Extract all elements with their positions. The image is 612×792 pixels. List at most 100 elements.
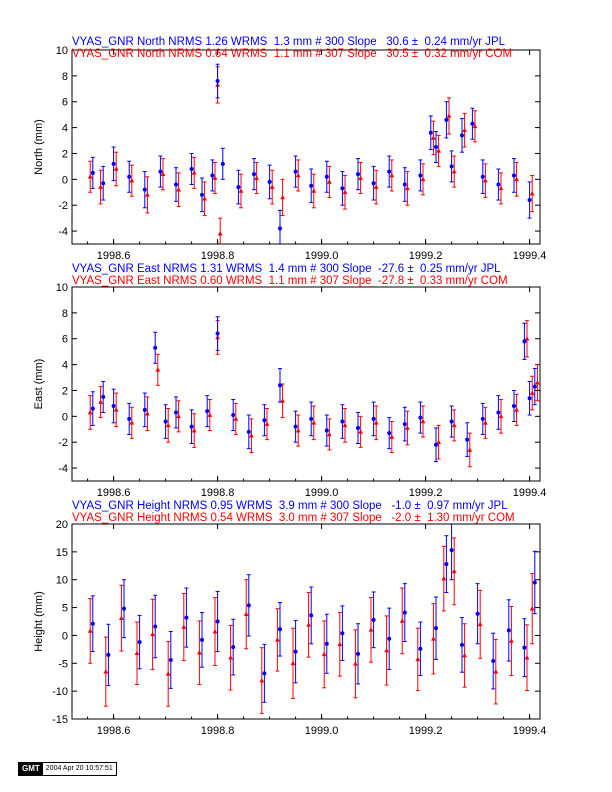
height-data-point (306, 622, 311, 627)
north-data-point (460, 133, 464, 138)
north-data-point (527, 198, 532, 203)
north-data-point (444, 117, 449, 122)
height-data-point (275, 637, 280, 642)
north-data-point (189, 166, 194, 171)
east-data-point (480, 416, 485, 421)
east-jpl-header: VYAS_GNR East NRMS 1.31 WRMS 1.4 mm # 30… (72, 263, 501, 275)
north-data-point (418, 173, 423, 178)
east-data-point (191, 427, 197, 433)
north-data-point (111, 161, 116, 166)
north-x-tick-label: 1998.8 (201, 250, 235, 262)
height-data-point (415, 656, 421, 662)
height-data-point (262, 671, 267, 676)
east-y-tick-label: 8 (62, 308, 68, 320)
east-x-tick-label: 1998.8 (201, 487, 235, 499)
height-data-point (215, 619, 220, 624)
east-data-point (387, 431, 392, 436)
east-data-point (153, 345, 158, 350)
north-y-tick-label: 2 (62, 148, 68, 160)
height-y-axis-label: Height (mm) (33, 591, 45, 652)
east-data-point (163, 419, 168, 424)
height-data-point (462, 652, 467, 658)
north-data-point (389, 172, 395, 178)
height-data-point (103, 669, 109, 674)
east-data-point (420, 418, 426, 424)
east-data-point (535, 380, 540, 385)
gmt-logo: GMT (19, 763, 43, 775)
north-data-point (483, 178, 488, 183)
north-data-point (472, 123, 478, 129)
east-x-tick-label: 1999.2 (409, 487, 443, 499)
north-data-point (280, 194, 285, 200)
north-jpl-header: VYAS_GNR North NRMS 1.26 WRMS 1.3 mm # 3… (72, 36, 506, 48)
east-data-point (295, 427, 301, 433)
height-data-point (532, 580, 537, 585)
east-data-point (449, 419, 454, 424)
height-data-point (87, 628, 93, 633)
east-data-point (233, 416, 239, 421)
height-x-tick-label: 1998.6 (97, 725, 131, 737)
panel-east: 1998.6 1998.8 1999.0 1999.2 1999.4 -4 -2 0 2 4 6 8 1… (33, 282, 546, 499)
height-data-point (368, 627, 374, 632)
height-data-point (418, 646, 423, 651)
height-data-point (278, 627, 282, 632)
height-data-point (165, 671, 171, 676)
height-data-point (493, 669, 499, 674)
east-data-point (309, 416, 314, 421)
east-data-point (402, 422, 407, 427)
north-data-point (278, 226, 282, 231)
height-data-point (212, 628, 218, 634)
north-y-tick-label: 8 (62, 71, 68, 83)
north-data-point (158, 169, 163, 174)
north-data-point (373, 184, 379, 189)
height-data-point (529, 606, 535, 611)
east-data-point (498, 413, 504, 419)
east-data-point (496, 410, 501, 415)
north-data-point (238, 188, 244, 193)
east-data-layer (87, 316, 540, 468)
height-data-point (371, 617, 376, 622)
height-data-point (293, 649, 298, 654)
north-data-point (342, 189, 348, 195)
east-data-point (532, 384, 537, 389)
height-data-point (387, 636, 392, 641)
north-x-tick-label: 1999.0 (305, 250, 339, 262)
height-data-point (197, 650, 202, 655)
north-data-point (431, 135, 436, 140)
height-data-point (356, 651, 360, 656)
east-y-tick-label: -4 (58, 463, 68, 475)
east-data-point (205, 409, 210, 414)
east-data-point (451, 422, 457, 428)
north-data-point (267, 179, 272, 184)
north-data-point (402, 182, 407, 187)
height-data-point (153, 624, 158, 629)
east-data-point (522, 339, 527, 344)
north-data-point (191, 170, 197, 175)
height-data-point (150, 631, 155, 637)
height-y-tick-label: 10 (56, 575, 68, 587)
north-y-tick-label: 4 (62, 123, 68, 135)
north-data-point (215, 79, 220, 84)
north-data-point (295, 172, 301, 178)
north-data-point (254, 175, 259, 180)
north-y-tick-label: 10 (56, 45, 68, 57)
height-data-point (243, 611, 249, 617)
east-data-point (524, 336, 530, 341)
east-plot-frame (71, 286, 541, 482)
plot-timestamp: 2004 Apr 20 10:57:51 (45, 765, 113, 772)
north-data-point (174, 182, 178, 187)
north-x-tick-label: 1999.2 (409, 250, 443, 262)
north-data-point (327, 179, 332, 184)
east-data-point (340, 419, 345, 424)
height-data-point (491, 659, 496, 664)
east-data-point (527, 396, 532, 401)
height-com-header: VYAS_GNR Height NRMS 0.54 WRMS 3.0 mm # … (72, 512, 515, 524)
north-data-point (217, 231, 223, 236)
north-data-point (340, 186, 345, 191)
east-data-point (101, 394, 106, 399)
north-data-point (210, 173, 215, 178)
height-x-tick-label: 1999.2 (409, 725, 443, 737)
height-data-layer (87, 524, 537, 714)
east-data-point (373, 420, 379, 425)
height-x-tick-label: 1998.8 (201, 725, 235, 737)
